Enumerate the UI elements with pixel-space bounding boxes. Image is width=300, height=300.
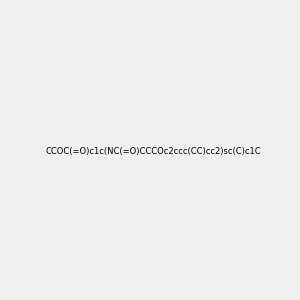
Text: CCOC(=O)c1c(NC(=O)CCCOc2ccc(CC)cc2)sc(C)c1C: CCOC(=O)c1c(NC(=O)CCCOc2ccc(CC)cc2)sc(C)… <box>46 147 262 156</box>
